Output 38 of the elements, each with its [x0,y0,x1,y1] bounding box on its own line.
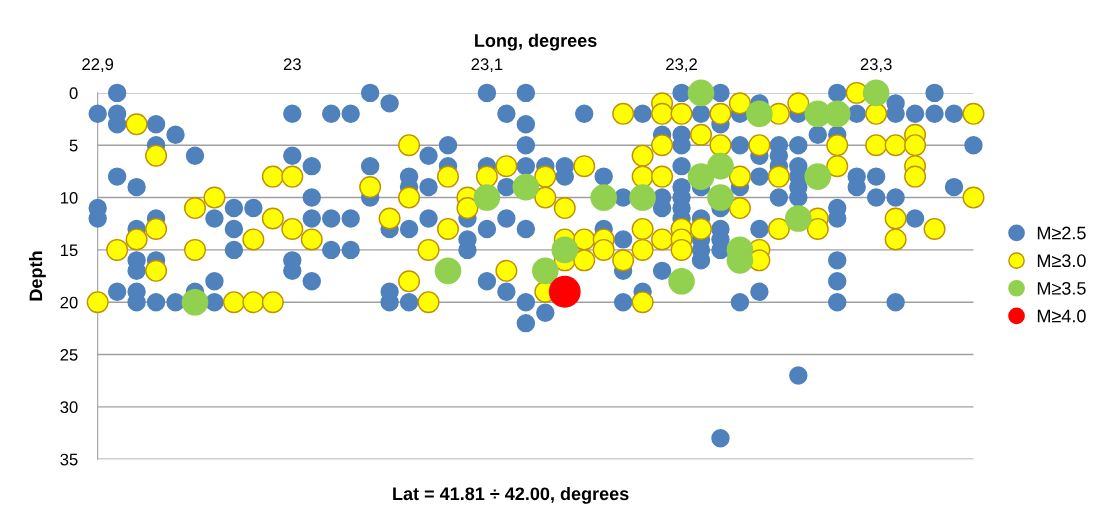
x-tick-label: 23,3 [860,58,892,73]
point [590,184,618,211]
y-tick-label: 5 [69,139,78,152]
point [668,267,695,295]
x-tick-label: 22,9 [82,58,114,73]
y-tick-label: 25 [60,348,78,361]
point [512,173,540,201]
y-tick-label: 15 [60,244,78,257]
y-axis-title: Depth [28,251,46,301]
y-tick-label: 10 [60,191,78,204]
x-tick-label: 23,1 [471,58,503,73]
text: Lat = 41.81 ÷ 42.00, degrees [393,486,629,504]
point [434,257,462,285]
point [181,288,209,316]
x-tick-label: 23 [283,58,301,71]
point [548,275,581,308]
legend-label: M≥3.0 [1037,254,1086,268]
point [707,184,734,211]
y-tick-label: 30 [60,401,78,414]
point [785,205,812,232]
legend-label: M≥3.5 [1037,281,1086,295]
point [707,152,734,180]
x-tick-label: 23,2 [666,58,697,73]
legend-label: M≥4.0 [1037,309,1086,323]
point [551,236,579,264]
point [629,184,656,211]
y-tick-label: 35 [60,453,78,466]
point [804,163,832,190]
x-axis-title: Long, degrees [475,33,597,51]
point [687,79,715,107]
legend-label: M≥2.5 [1037,226,1086,240]
y-tick-label: 20 [60,296,78,309]
point [473,184,501,211]
point [862,79,890,107]
point [687,163,715,190]
y-tick-label: 0 [69,87,78,100]
point [746,100,773,128]
point [531,257,559,285]
